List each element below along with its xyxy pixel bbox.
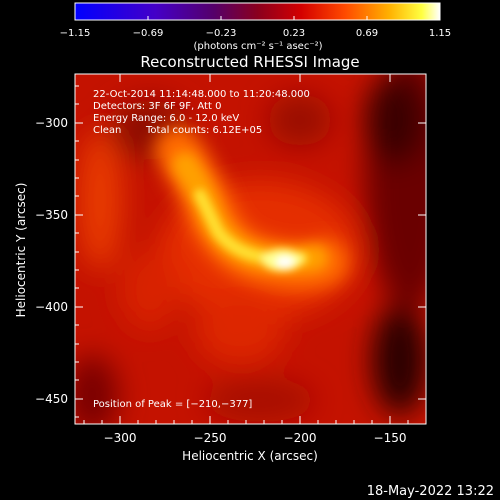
y-tick-label: −450 (35, 392, 68, 406)
plot-frame (74, 73, 427, 425)
peak-position-text: Position of Peak = [−210,−377] (93, 399, 252, 410)
axis-minor-ticks (75, 85, 409, 424)
image-annotations: 22-Oct-2014 11:14:48.000 to 11:20:48.000… (93, 89, 310, 410)
algorithm-text: Clean (93, 125, 121, 136)
colorbar: −1.15 −0.69 −0.23 0.23 0.69 1.15 (photon… (60, 2, 451, 52)
total-counts-text: Total counts: 6.12E+05 (145, 125, 262, 136)
y-tick-label: −350 (35, 208, 68, 222)
x-tick-label: −150 (374, 431, 407, 445)
colorbar-tick-label: 0.23 (283, 28, 305, 39)
x-tick-label: −200 (284, 431, 317, 445)
energy-range-text: Energy Range: 6.0 - 12.0 keV (93, 113, 239, 124)
plot-title: Reconstructed RHESSI Image (140, 53, 359, 71)
footer-timestamp: 18-May-2022 13:22 (367, 484, 494, 499)
axis-ticks (75, 74, 426, 424)
detectors-text: Detectors: 3F 6F 9F, Att 0 (93, 101, 221, 112)
colorbar-tick-label: −1.15 (60, 28, 91, 39)
colorbar-gradient (74, 2, 441, 21)
colorbar-tick-label: −0.69 (133, 28, 164, 39)
x-axis-label: Heliocentric X (arcsec) (182, 449, 318, 463)
colorbar-units: (photons cm⁻² s⁻¹ asec⁻²) (193, 41, 322, 52)
y-tick-label: −300 (35, 116, 68, 130)
colorbar-ticks (74, 16, 441, 20)
x-tick-label: −300 (104, 431, 137, 445)
y-axis-label: Heliocentric Y (arcsec) (14, 183, 28, 318)
colorbar-tick-label: 0.69 (356, 28, 378, 39)
y-tick-label: −400 (35, 300, 68, 314)
colorbar-tick-label: −0.23 (206, 28, 237, 39)
x-tick-label: −250 (194, 431, 227, 445)
time-range-text: 22-Oct-2014 11:14:48.000 to 11:20:48.000 (93, 89, 310, 100)
colorbar-tick-label: 1.15 (429, 28, 451, 39)
flare-image (75, 74, 426, 424)
